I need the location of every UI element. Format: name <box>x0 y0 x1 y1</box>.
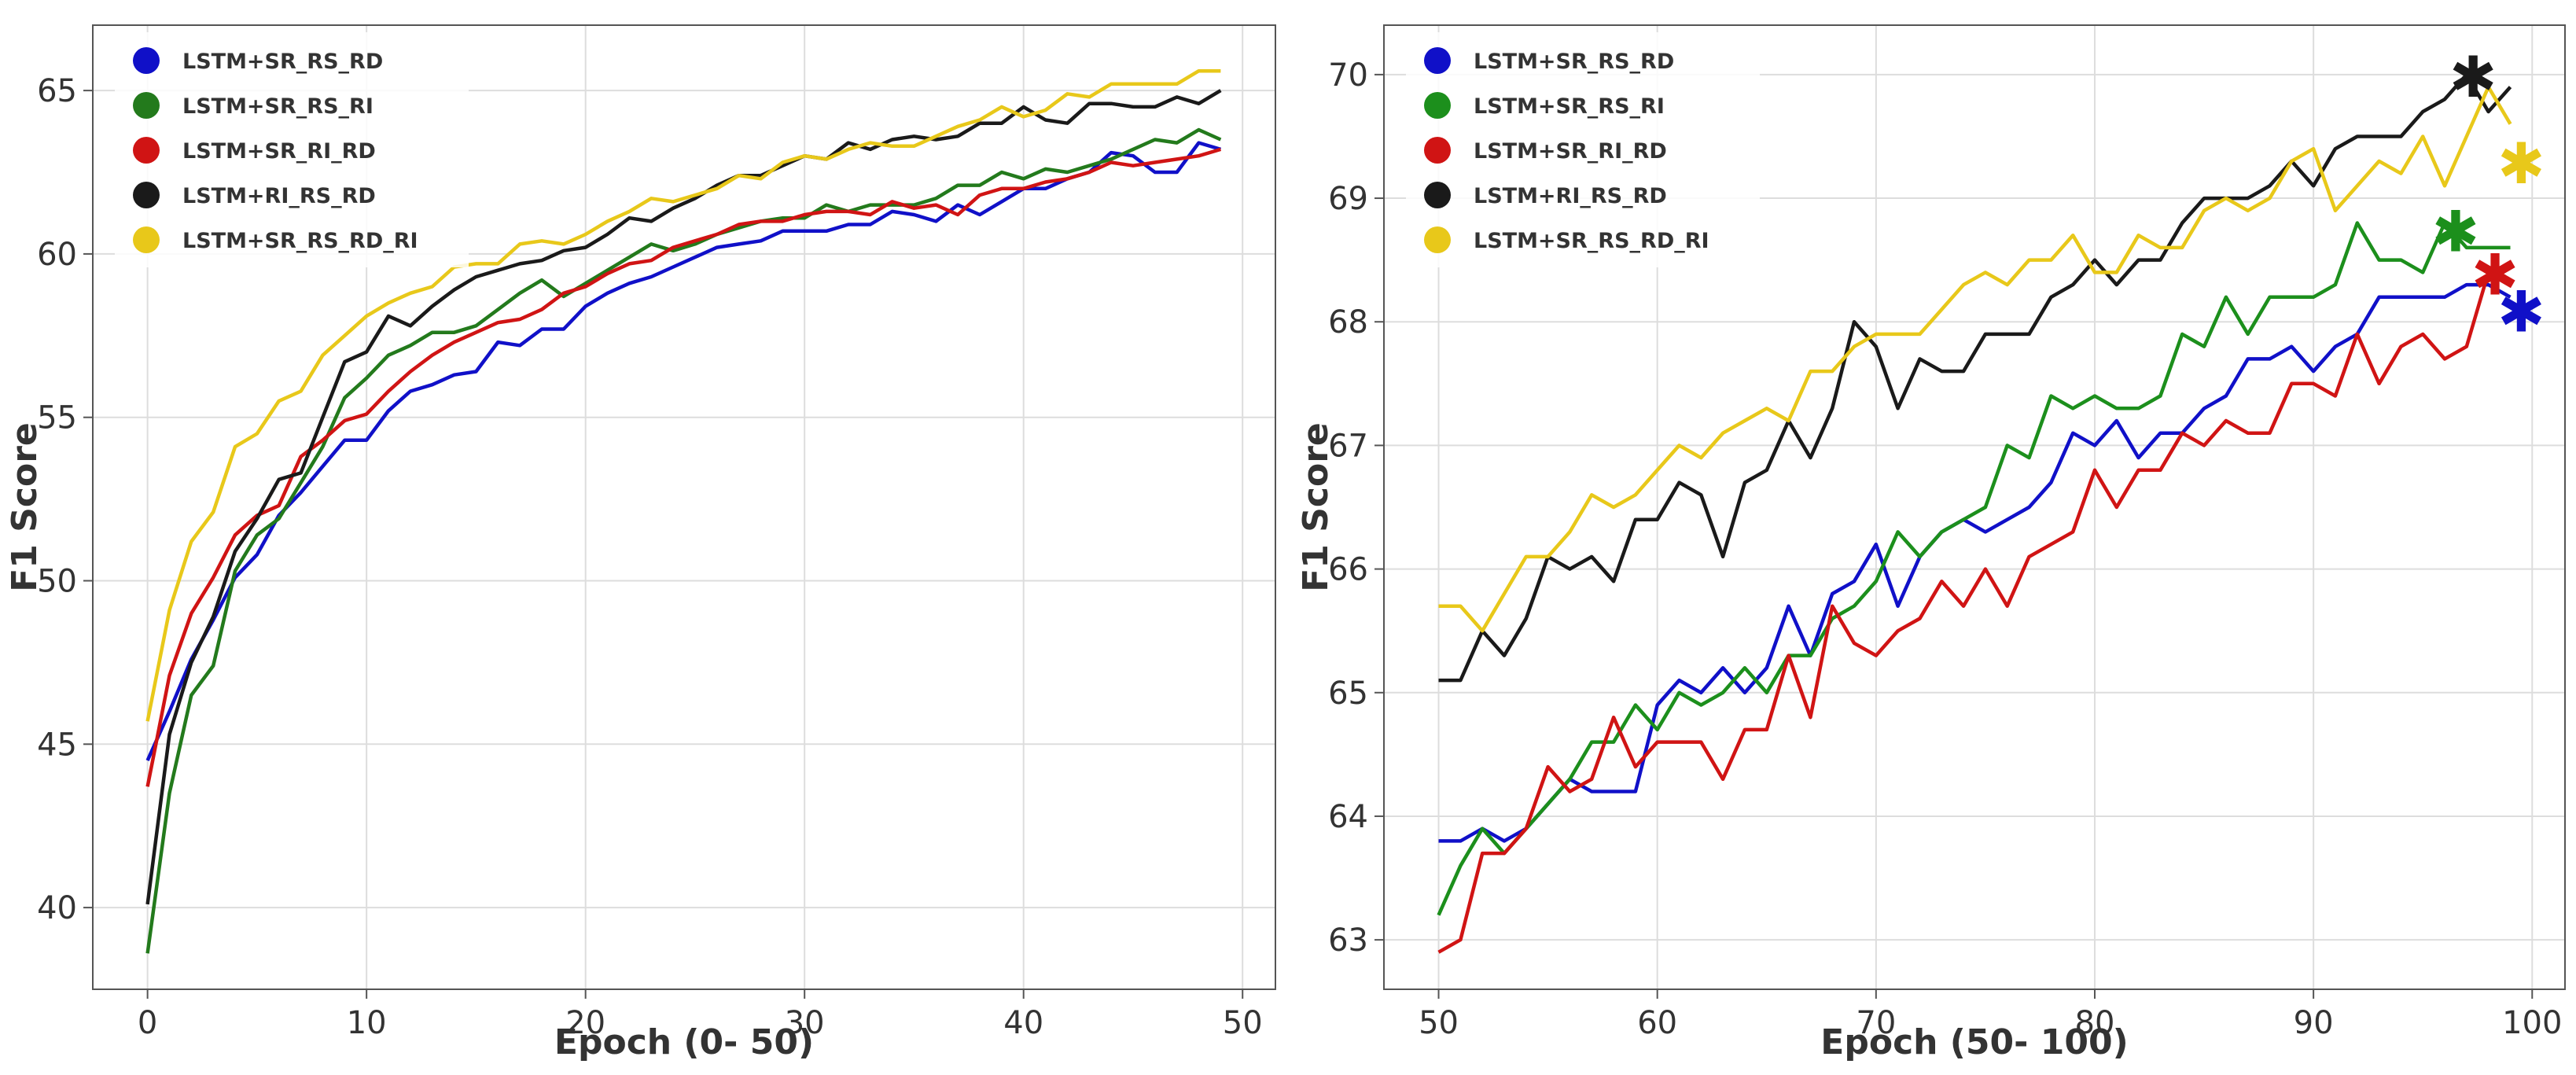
legend-label: LSTM+SR_RS_RD <box>182 50 383 74</box>
legend-swatch-LSTM+SR_RS_RD_RI <box>1424 226 1451 253</box>
legend-label: LSTM+SR_RS_RD_RI <box>182 229 418 253</box>
legend-label: LSTM+SR_RI_RD <box>1474 139 1667 164</box>
x-tick-label: 50 <box>1223 1005 1263 1041</box>
x-axis-label: Epoch (50- 100) <box>1820 1022 2128 1062</box>
series-lines <box>145 68 1222 954</box>
legend-swatch-LSTM+SR_RS_RD <box>133 47 160 74</box>
legend-swatch-LSTM+SR_RI_RD <box>1424 137 1451 164</box>
y-axis-label: F1 Score <box>1296 422 1336 592</box>
x-tick-label: 70 <box>1856 1005 1896 1041</box>
y-tick-label: 65 <box>1328 676 1368 712</box>
legend-label: LSTM+RI_RS_RD <box>1474 184 1667 208</box>
series-lines <box>1437 72 2512 954</box>
series-end-marker-LSTM+SR_RI_RD: ✱ <box>2471 241 2519 307</box>
legend-background <box>1406 32 1760 267</box>
series-line-LSTM+SR_RS_RD_RI <box>1438 85 2512 633</box>
y-tick-label: 67 <box>1328 428 1368 464</box>
series-line-LSTM+SR_RS_RD <box>145 141 1222 762</box>
y-tick-label: 63 <box>1328 922 1368 959</box>
plot-frame <box>1383 24 2566 990</box>
series-line-LSTM+SR_RS_RD_RI <box>145 68 1221 722</box>
legend-swatch-LSTM+SR_RI_RD <box>133 137 160 164</box>
x-tick-label: 10 <box>347 1005 387 1041</box>
legend-label: LSTM+SR_RS_RD <box>1474 50 1674 74</box>
legend-label: LSTM+SR_RS_RI <box>1474 94 1665 119</box>
x-tick-label: 0 <box>138 1005 157 1041</box>
chart-panel-2: 50 60 70 80 90 1006364656667686970✱✱✱✱✱LSTM+S… <box>1296 24 2566 1062</box>
y-tick-label: 65 <box>37 73 77 109</box>
legend-swatch-LSTM+SR_RS_RD_RI <box>133 226 160 253</box>
x-tick-label: 60 <box>1637 1005 1677 1041</box>
x-tick-label: 20 <box>565 1005 605 1041</box>
series-end-marker-LSTM+RI_RS_RD: ✱ <box>2449 44 2497 110</box>
y-tick-label: 45 <box>37 727 77 763</box>
chart-panel-1: 0 10 20 30 40 50404550556065LSTM+SR_RS_RDLSTM… <box>5 24 1276 1062</box>
legend: LSTM+SR_RS_RD LSTM+SR_RS_RI LSTM+SR_RI_RD L… <box>1406 32 1760 267</box>
x-tick-label: 30 <box>785 1005 825 1041</box>
x-tick-label: 100 <box>2502 1005 2562 1041</box>
y-tick-label: 66 <box>1328 552 1368 588</box>
x-tick-label: 90 <box>2294 1005 2334 1041</box>
gridlines <box>1384 25 2565 989</box>
series-end-marker-LSTM+SR_RS_RD: ✱ <box>2497 279 2545 345</box>
y-tick-label: 40 <box>37 890 77 926</box>
x-tick-label: 80 <box>2075 1005 2115 1041</box>
plot-frame <box>92 24 1276 990</box>
x-tick-label: 40 <box>1003 1005 1043 1041</box>
series-end-marker-LSTM+SR_RS_RD_RI: ✱ <box>2497 131 2545 197</box>
y-tick-label: 60 <box>37 237 77 273</box>
legend-swatch-LSTM+SR_RS_RI <box>133 92 160 119</box>
y-tick-label: 68 <box>1328 304 1368 341</box>
y-axis-label: F1 Score <box>5 422 45 592</box>
series-line-LSTM+RI_RS_RD <box>145 89 1222 905</box>
series-line-LSTM+SR_RS_RD <box>1438 282 2512 843</box>
y-tick-label: 55 <box>37 400 77 436</box>
series-line-LSTM+RI_RS_RD <box>1438 72 2512 683</box>
legend-swatch-LSTM+RI_RS_RD <box>1424 182 1451 208</box>
series-line-LSTM+SR_RI_RD <box>1437 271 2512 954</box>
series-end-marker-LSTM+SR_RS_RI: ✱ <box>2432 198 2479 264</box>
x-tick-label: 50 <box>1419 1005 1459 1041</box>
legend-label: LSTM+SR_RS_RD_RI <box>1474 229 1709 253</box>
series-line-LSTM+SR_RS_RI <box>1437 221 2511 916</box>
gridlines <box>93 25 1275 989</box>
legend-label: LSTM+SR_RS_RI <box>182 94 374 119</box>
legend-swatch-LSTM+SR_RS_RD <box>1424 47 1451 74</box>
legend-label: LSTM+SR_RI_RD <box>182 139 376 164</box>
y-tick-label: 50 <box>37 564 77 600</box>
y-tick-label: 69 <box>1328 181 1368 217</box>
legend-label: LSTM+RI_RS_RD <box>182 184 376 208</box>
y-tick-label: 64 <box>1328 799 1368 835</box>
legend-swatch-LSTM+SR_RS_RI <box>1424 92 1451 119</box>
x-axis-label: Epoch (0- 50) <box>554 1022 814 1062</box>
series-line-LSTM+SR_RI_RD <box>145 147 1222 787</box>
y-tick-label: 70 <box>1328 57 1368 94</box>
legend: LSTM+SR_RS_RD LSTM+SR_RS_RI LSTM+SR_RI_RD L… <box>115 32 469 267</box>
legend-swatch-LSTM+RI_RS_RD <box>133 182 160 208</box>
legend-background <box>115 32 469 267</box>
